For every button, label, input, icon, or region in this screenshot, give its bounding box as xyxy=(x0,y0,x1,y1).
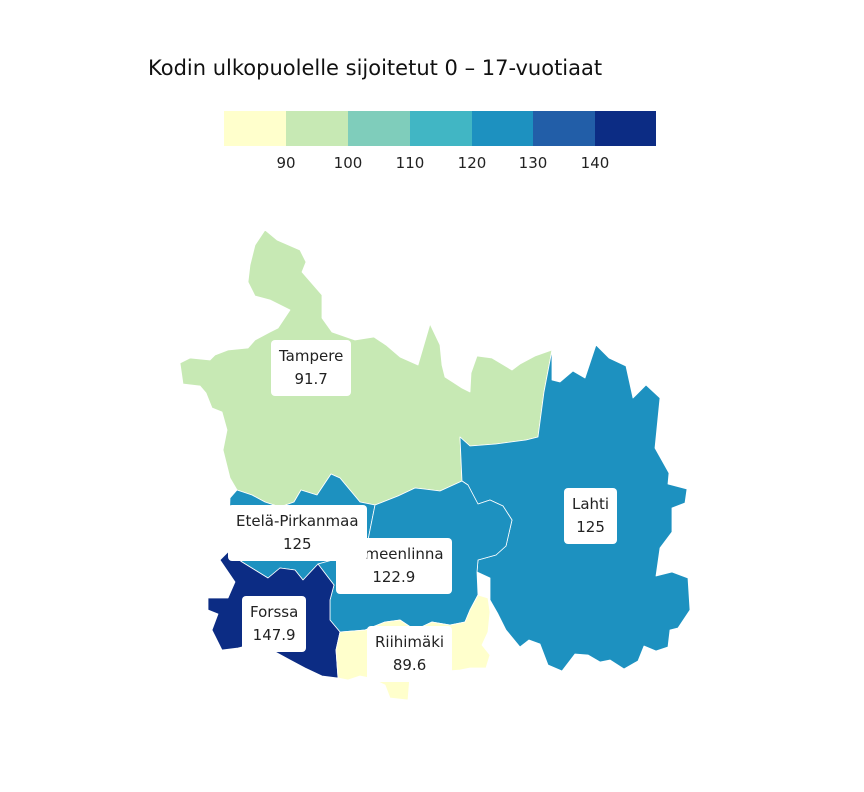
region-value: 91.7 xyxy=(294,370,328,388)
color-legend: 90 100 110 120 130 140 xyxy=(224,111,656,181)
legend-swatch-110-120 xyxy=(410,111,472,146)
legend-swatch-100-110 xyxy=(348,111,410,146)
region-value: 89.6 xyxy=(392,656,427,674)
region-name: Forssa xyxy=(250,603,299,621)
region-value: 125 xyxy=(576,518,605,536)
legend-swatch-above-140 xyxy=(595,111,656,146)
region-label-riihimaki: Riihimäki 89.6 xyxy=(367,626,453,682)
region-name: Riihimäki xyxy=(375,633,445,651)
legend-tick-110: 110 xyxy=(395,154,425,172)
region-label-tampere: Tampere 91.7 xyxy=(271,340,352,396)
page-title: Kodin ulkopuolelle sijoitetut 0 – 17-vuo… xyxy=(148,56,603,80)
legend-swatch-90-100 xyxy=(286,111,348,146)
legend-tick-140: 140 xyxy=(580,154,610,172)
region-label-forssa: Forssa 147.9 xyxy=(242,596,307,652)
region-label-etela-pirkanmaa: Etelä-Pirkanmaa 125 xyxy=(228,505,367,561)
legend-tick-100: 100 xyxy=(333,154,363,172)
region-value: 125 xyxy=(282,535,312,553)
region-name: Lahti xyxy=(572,495,610,513)
region-value: 122.9 xyxy=(372,568,416,586)
legend-swatch-below-90 xyxy=(224,111,286,146)
legend-tick-120: 120 xyxy=(457,154,487,172)
legend-swatch-120-130 xyxy=(472,111,533,146)
region-name: Hämeenlinna xyxy=(344,545,444,563)
region-value: 147.9 xyxy=(252,626,296,644)
legend-tick-90: 90 xyxy=(276,154,296,172)
region-name: Tampere xyxy=(279,347,344,365)
legend-swatch-130-140 xyxy=(533,111,595,146)
region-name: Etelä-Pirkanmaa xyxy=(236,512,359,530)
legend-tick-130: 130 xyxy=(518,154,548,172)
region-label-lahti: Lahti 125 xyxy=(564,488,618,544)
